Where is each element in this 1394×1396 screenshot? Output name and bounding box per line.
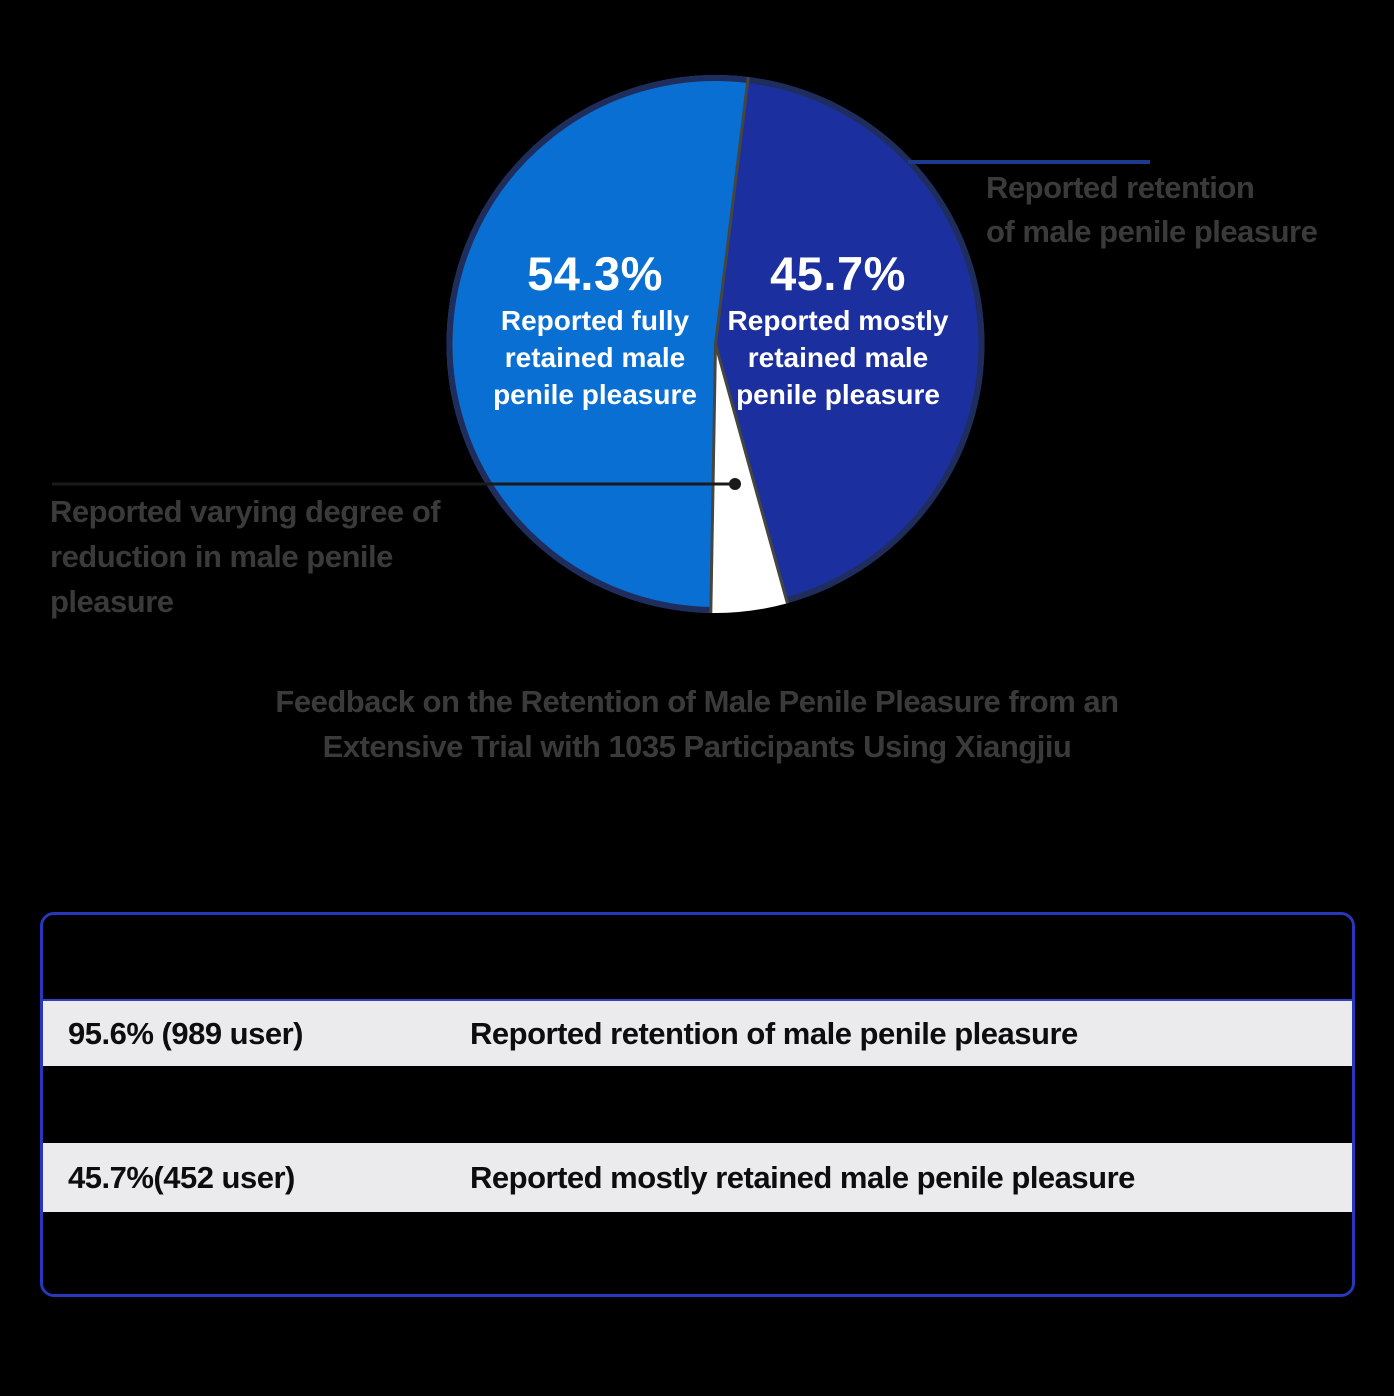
pie-slice-text-line: retained male — [747, 342, 929, 373]
callout-line: of male penile pleasure — [986, 214, 1318, 249]
pie-slice-divider — [714, 343, 789, 604]
table-cell-stat: 45.7%(452 user) — [68, 1159, 295, 1195]
pie-rim-arc — [446, 75, 749, 613]
callout-reduction-label: Reported varying degree of reduction in … — [50, 489, 510, 624]
callout-line: Reported varying degree of — [50, 494, 441, 529]
pie-slice-divider — [709, 343, 717, 613]
pie-slice-text-line: Reported fully — [500, 305, 690, 336]
callout-line: reduction in male penile — [50, 539, 393, 574]
pie-slice-reduction — [710, 344, 788, 614]
pie-slice-label-mostly-retained: 45.7% Reported mostly retained male peni… — [688, 246, 988, 413]
pie-slice-percent: 45.7% — [770, 247, 906, 300]
chart-caption: Feedback on the Retention of Male Penile… — [0, 679, 1394, 769]
pie-rim-arc — [747, 77, 985, 604]
table-cell-desc: Reported mostly retained male penile ple… — [470, 1159, 1135, 1195]
table-header-band — [43, 915, 1352, 999]
caption-line: Extensive Trial with 1035 Participants U… — [322, 729, 1072, 764]
caption-line: Feedback on the Retention of Male Penile… — [275, 684, 1119, 719]
table-row: 45.7%(452 user) Reported mostly retained… — [43, 1143, 1352, 1212]
pie-slice-divider — [714, 76, 750, 345]
pie-slice-percent: 54.3% — [527, 247, 663, 300]
callout-line: Reported retention — [986, 170, 1255, 205]
pie-slice-text-line: penile pleasure — [493, 379, 697, 410]
table-row-gap — [43, 1066, 1352, 1143]
pie-slice-text-line: Reported mostly — [727, 305, 949, 336]
callout-line: pleasure — [50, 584, 174, 619]
callout-retention-label: Reported retention of male penile pleasu… — [986, 166, 1318, 254]
stats-table: 95.6% (989 user) Reported retention of m… — [40, 912, 1355, 1297]
callout-reduction-leader-dot — [729, 478, 741, 490]
pie-slice-text-line: retained male — [504, 342, 686, 373]
pie-slice-text-line: penile pleasure — [736, 379, 940, 410]
pie-slice-fully-retained — [446, 74, 749, 613]
table-footer-band — [43, 1212, 1352, 1294]
table-cell-stat: 95.6% (989 user) — [68, 1015, 303, 1051]
pie-slice-label-fully-retained: 54.3% Reported fully retained male penil… — [445, 246, 745, 413]
table-row: 95.6% (989 user) Reported retention of m… — [43, 999, 1352, 1066]
table-cell-desc: Reported retention of male penile pleasu… — [470, 1015, 1078, 1051]
pie-slice-mostly-retained — [715, 77, 985, 604]
